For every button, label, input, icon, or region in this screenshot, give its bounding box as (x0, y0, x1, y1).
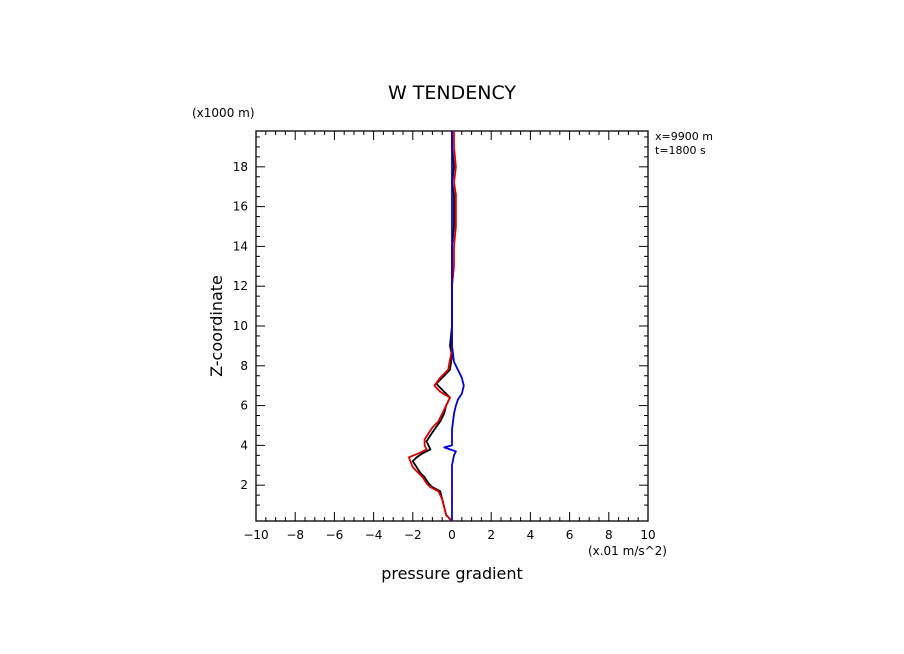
x-unit-label: (x.01 m/s^2) (588, 544, 667, 558)
annotation-x: x=9900 m (655, 130, 713, 143)
y-axis-label: Z-coordinate (207, 275, 226, 377)
chart-title: W TENDENCY (388, 82, 516, 104)
x-tick-label: −10 (243, 528, 268, 542)
x-tick-label: 2 (487, 528, 495, 542)
y-tick-labels: 2 4 6 8 10 12 14 16 18 (233, 160, 248, 492)
x-tick-label: 6 (566, 528, 574, 542)
y-tick-label: 2 (240, 478, 248, 492)
y-tick-label: 6 (240, 399, 248, 413)
x-tick-labels: −10 −8 −6 −4 −2 0 2 4 6 8 10 (243, 528, 655, 542)
x-tick-label: −4 (365, 528, 383, 542)
y-tick-label: 14 (233, 239, 248, 253)
series-lines (407, 131, 465, 522)
y-tick-label: 8 (240, 359, 248, 373)
series-line-2 (407, 131, 457, 522)
x-tick-label: −2 (404, 528, 422, 542)
x-tick-label: 10 (640, 528, 655, 542)
x-tick-label: −8 (286, 528, 304, 542)
y-tick-label: 10 (233, 319, 248, 333)
y-tick-label: 12 (233, 279, 248, 293)
x-tick-label: 0 (448, 528, 456, 542)
x-tick-label: 8 (605, 528, 613, 542)
y-tick-label: 4 (240, 438, 248, 452)
y-tick-label: 18 (233, 160, 248, 174)
series-line-3 (443, 131, 465, 521)
y-unit-label: (x1000 m) (192, 106, 255, 120)
x-tick-label: 4 (527, 528, 535, 542)
x-axis-label: pressure gradient (381, 564, 523, 583)
annotation-t: t=1800 s (655, 144, 706, 157)
series-line-1 (411, 131, 455, 522)
y-tick-label: 16 (233, 200, 248, 214)
x-tick-label: −6 (326, 528, 344, 542)
